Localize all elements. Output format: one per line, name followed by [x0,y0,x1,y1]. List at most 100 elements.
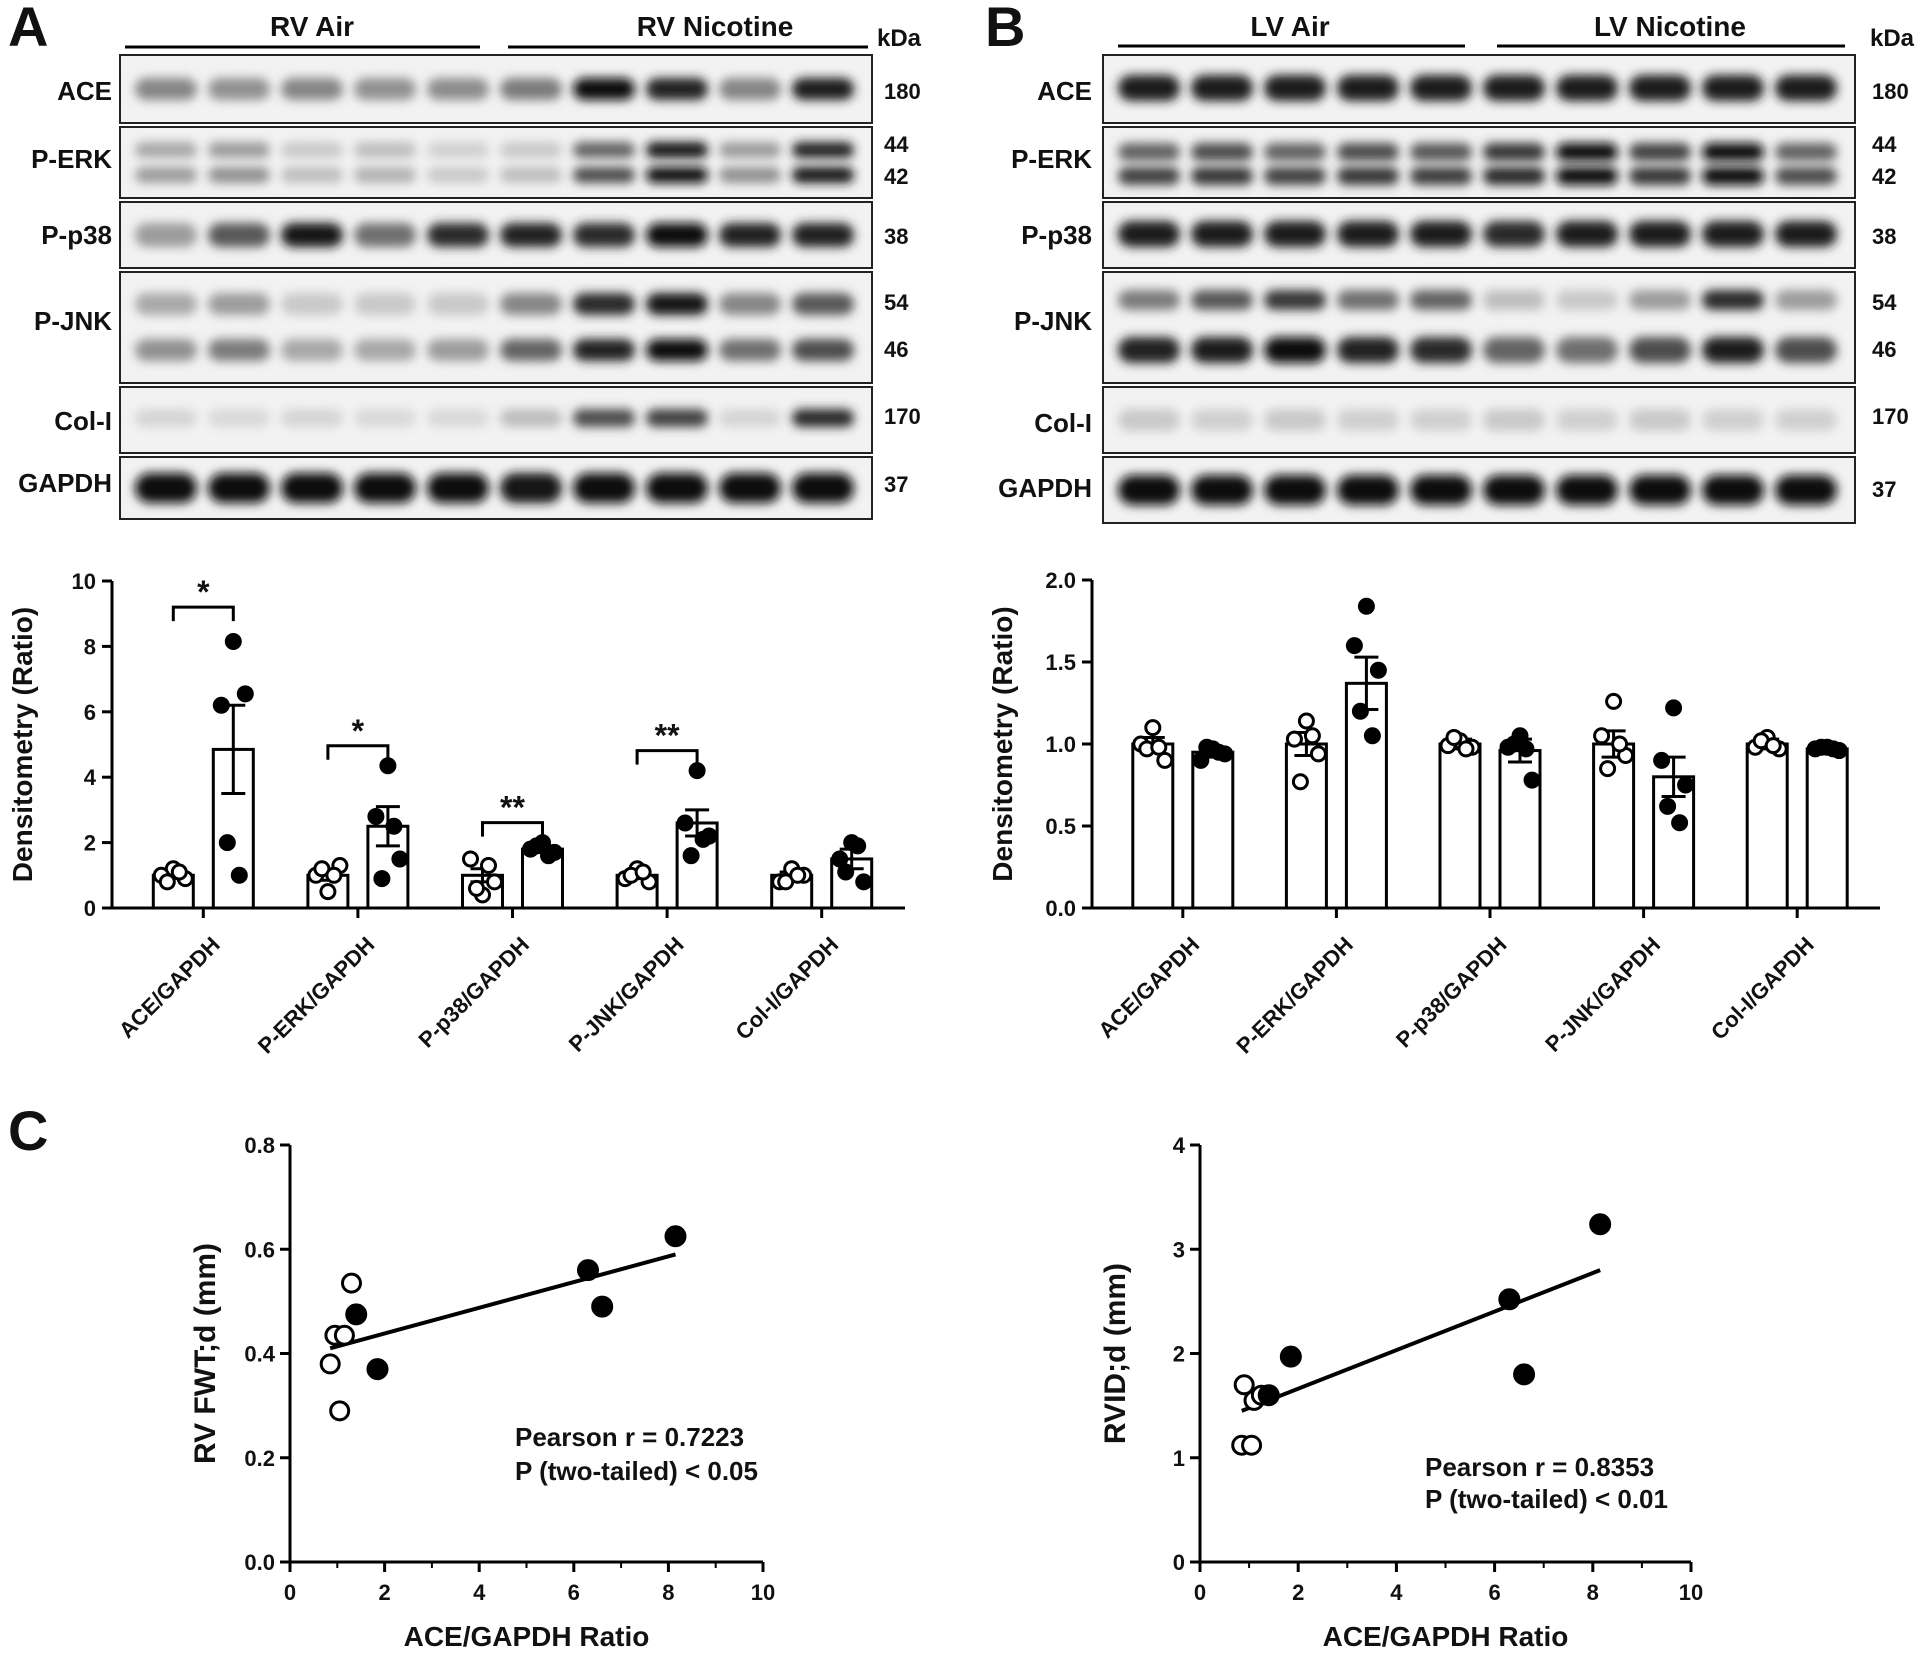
data-point-air [1309,745,1327,763]
data-point-nicotine [682,847,700,865]
blot-band [1118,337,1180,363]
data-point-nicotine [831,850,849,868]
x-tick-label: 0 [284,1580,296,1605]
data-point-air [1291,773,1309,791]
blot-label: P-JNK [34,306,112,336]
kda-label: 44 [1872,132,1897,157]
data-point-nicotine [1498,1288,1521,1311]
data-point-air [789,866,807,884]
data-point-nicotine [1210,743,1228,761]
y-tick-label: 0.8 [244,1133,275,1158]
blot-band [573,223,635,247]
x-tick-label: P-JNK/GAPDH [564,932,689,1057]
blot-band [1702,143,1764,161]
x-tick-label: 8 [1587,1580,1599,1605]
blot-band [573,293,635,315]
blot-band [792,473,854,503]
blot-row-pjnk: P-JNK 54 46 [34,271,909,384]
blot-frame [119,271,873,384]
blot-band [135,78,197,100]
blot-group-label: LV Nicotine [1594,11,1746,42]
data-point-air [1445,728,1463,746]
y-tick-label: 1.5 [1045,650,1076,675]
y-tick-label: 8 [84,634,96,659]
blot-band [792,142,854,158]
panel-letter-b: B [985,0,1025,58]
blot-band [208,473,270,503]
y-axis-label: Densitometry (Ratio) [987,606,1018,881]
blot-band [1702,409,1764,431]
blot-band [1118,409,1180,431]
blot-label: P-ERK [1011,144,1092,174]
blot-band [281,293,343,315]
blot-band [427,167,489,183]
blot-band [1191,337,1253,363]
data-point-nicotine [855,873,873,891]
data-point-nicotine [1345,637,1363,655]
blot-band [1410,475,1472,505]
blot-band [573,339,635,361]
blot-band [1556,221,1618,247]
blot-band [1775,143,1837,161]
data-point-air [1593,727,1611,745]
data-point-nicotine [1517,740,1535,758]
y-tick-label: 4 [1173,1133,1186,1158]
bar [1438,742,1482,910]
blot-band [1264,475,1326,505]
data-point-nicotine [540,847,557,865]
blot-band [281,142,343,158]
bar [1745,742,1789,910]
data-point-air [1764,737,1782,755]
x-tick-label: 0 [1194,1580,1206,1605]
blot-band [1264,75,1326,101]
blot-band [646,78,708,100]
data-point-nicotine [849,837,867,855]
data-point-nicotine [1665,699,1683,717]
blot-band [208,339,270,361]
blot-band [1702,167,1764,185]
blot-band [1337,290,1399,310]
blot-band [1118,221,1180,247]
blot-band [135,142,197,158]
data-point-air [325,866,343,884]
x-tick-label: 6 [1488,1580,1500,1605]
y-tick-label: 4 [84,765,97,790]
blot-band [135,167,197,183]
blot-label: P-p38 [1021,220,1092,250]
blot-band [1629,475,1691,505]
data-point-nicotine [1279,1345,1302,1368]
blot-band [646,339,708,361]
blot-band [1264,221,1326,247]
kda-header: kDa [877,25,922,52]
kda-header: kDa [1870,25,1915,52]
blot-band [427,223,489,247]
blot-band [792,409,854,427]
y-axis-label: RVID;d (mm) [1099,1263,1132,1444]
blot-band [1775,221,1837,247]
blot-band [500,473,562,503]
significance-bracket [326,744,390,760]
blot-band [1410,221,1472,247]
data-point-nicotine [224,632,242,650]
chart-b-densitometry: 0.0 0.5 1.0 1.5 2.0 Densitometry (Ratio) ACE/G… [987,568,1880,1058]
kda-label: 38 [1872,224,1896,249]
blot-label: P-JNK [1014,306,1092,336]
chart-a-densitometry: 0 2 4 6 8 10 Densitometry (Ratio) ACE/GAPDH * P-E… [7,569,905,1058]
y-tick-label: 0.4 [244,1342,275,1367]
significance-label: * [197,574,210,610]
blot-band [1118,75,1180,101]
blot-band [281,78,343,100]
blot-band [719,167,781,183]
kda-label: 37 [1872,477,1896,502]
blot-band [500,409,562,427]
blot-band [1775,290,1837,310]
blot-band [135,223,197,247]
data-point-nicotine [1363,727,1381,745]
kda-label: 180 [884,79,921,104]
data-point-air [333,1324,355,1346]
blot-band [135,339,197,361]
blot-band [427,409,489,427]
chart-c-left-scatter: 0.0 0.2 0.4 0.6 0.8 0 2 4 6 8 10 ACE/GAPDH Ratio RV … [189,1133,775,1652]
kda-label: 54 [884,290,909,315]
blot-band [1337,475,1399,505]
